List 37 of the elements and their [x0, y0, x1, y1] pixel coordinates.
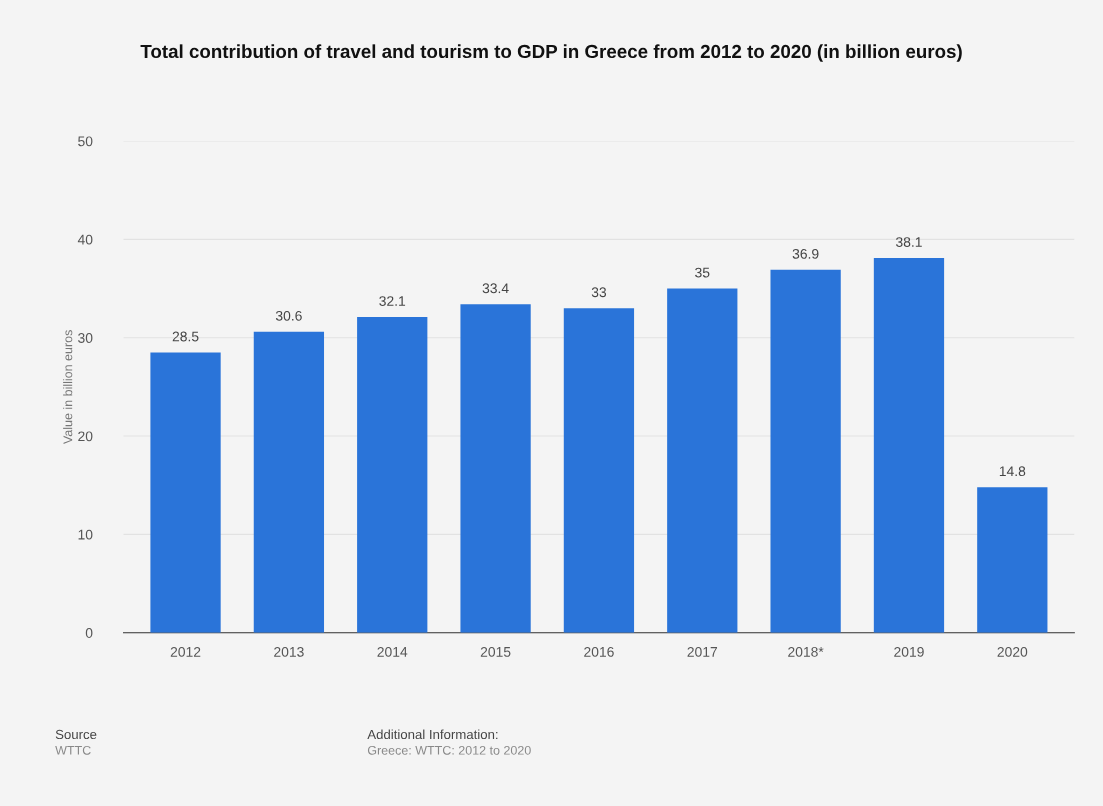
- bar: [873, 258, 945, 633]
- data-label: 33: [591, 287, 607, 298]
- data-label: 36.9: [792, 248, 819, 259]
- bar: [563, 308, 635, 633]
- data-label: 28.5: [172, 331, 199, 342]
- y-tick-label: 20: [78, 431, 93, 442]
- y-tick-label: 10: [78, 529, 93, 540]
- bar: [460, 304, 531, 633]
- text: Additional Information: Greece: WTTC: 2012 to 2020: [367, 729, 531, 755]
- x-tick-label: 2014: [377, 646, 408, 657]
- bar: [977, 487, 1048, 633]
- data-label: 30.6: [275, 310, 302, 321]
- bar: [357, 317, 428, 633]
- bar: [253, 331, 325, 633]
- x-tick-label: 2018*: [788, 646, 824, 657]
- data-label: 35: [695, 267, 710, 278]
- x-tick-label: 2017: [687, 646, 718, 657]
- x-tick-label: 2013: [274, 646, 304, 657]
- data-label: 33.4: [482, 283, 509, 294]
- data-label: 32.1: [379, 296, 406, 306]
- x-tick-label: 2015: [480, 646, 511, 657]
- data-label: 14.8: [999, 466, 1026, 477]
- x-tick-label: 2019: [894, 646, 924, 657]
- x-tick-label: 2020: [997, 646, 1028, 657]
- y-tick-label: 0: [85, 628, 93, 638]
- bar: [667, 288, 738, 633]
- y-tick-label: 30: [78, 333, 93, 343]
- chart-title: Total contribution of travel and tourism to GDP in Greece from 2012 to 2020 (in billion euros): [140, 44, 962, 62]
- bar: [150, 352, 221, 633]
- data-label: 38.1: [895, 237, 922, 247]
- x-tick-label: 2016: [584, 646, 614, 657]
- source-note: Source WTTC: [55, 729, 97, 755]
- y-axis-title: Value in billion euros: [63, 330, 73, 445]
- y-tick-label: 50: [78, 136, 93, 147]
- x-tick-label: 2012: [170, 646, 201, 657]
- bar: [770, 269, 841, 633]
- y-tick-label: 40: [77, 234, 93, 245]
